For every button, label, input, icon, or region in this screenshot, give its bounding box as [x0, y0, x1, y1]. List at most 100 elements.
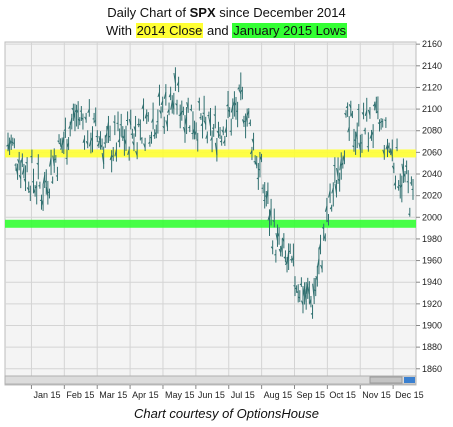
price-bar: [249, 146, 253, 161]
price-bar: [192, 120, 196, 140]
y-tick-label: 1940: [422, 277, 442, 287]
price-bar: [108, 125, 111, 142]
price-bar: [280, 238, 283, 257]
price-bar: [320, 260, 323, 273]
price-bar: [9, 134, 12, 150]
price-bar: [109, 150, 113, 173]
price-bar: [302, 282, 306, 305]
price-bar: [357, 103, 360, 127]
price-bar: [328, 183, 331, 204]
price-bar: [307, 281, 310, 304]
price-bar: [259, 153, 263, 163]
price-bar: [371, 124, 374, 149]
price-bar: [100, 138, 103, 150]
price-bar: [171, 92, 175, 115]
price-bar: [310, 304, 314, 319]
price-bar: [101, 146, 105, 169]
price-bar: [396, 180, 400, 191]
price-bar: [355, 122, 358, 149]
price-bar: [395, 138, 398, 152]
price-bar: [127, 146, 130, 161]
price-bar: [281, 233, 285, 249]
close-highlight-label: 2014 Close: [135, 23, 204, 38]
price-bar: [308, 295, 312, 308]
price-bar: [163, 84, 167, 106]
price-bar: [170, 95, 173, 114]
price-bar: [179, 100, 183, 121]
price-bar: [47, 188, 50, 199]
price-bar: [219, 135, 223, 146]
scrollbar-thumb[interactable]: [369, 376, 403, 384]
price-bar: [331, 182, 334, 207]
price-bar: [363, 127, 366, 135]
price-bar: [44, 169, 47, 195]
y-tick-label: 2160: [422, 39, 442, 49]
price-bar: [275, 224, 278, 247]
price-bar: [128, 109, 132, 130]
price-bar: [133, 115, 137, 137]
y-tick-label: 1880: [422, 342, 442, 352]
price-bar: [218, 127, 221, 139]
price-bar: [324, 197, 328, 223]
price-bar: [160, 96, 164, 113]
price-bar: [288, 243, 291, 254]
price-bar: [245, 108, 248, 127]
price-bar: [17, 151, 20, 171]
x-tick-label: Jan 15: [33, 390, 60, 400]
price-bar: [293, 276, 296, 297]
price-bar: [136, 118, 140, 128]
y-tick-label: 2080: [422, 126, 442, 136]
price-bar: [162, 116, 165, 134]
price-bar: [23, 165, 27, 191]
price-bar: [221, 126, 224, 136]
price-bar: [385, 138, 388, 158]
price-bar: [299, 277, 302, 287]
price-bar: [183, 115, 186, 143]
price-bar: [45, 180, 49, 205]
price-bar: [144, 109, 148, 124]
price-bar: [146, 112, 149, 122]
price-bar: [148, 134, 151, 147]
price-bar: [323, 233, 326, 242]
price-bar: [57, 134, 60, 144]
scrollbar-handle[interactable]: [404, 377, 415, 383]
price-bar: [74, 104, 78, 127]
price-bar: [92, 112, 95, 124]
x-tick-label: Oct 15: [329, 390, 356, 400]
scrollbar[interactable]: [4, 375, 417, 385]
price-bar: [156, 109, 159, 134]
price-bar: [85, 130, 89, 149]
price-bar: [55, 166, 58, 182]
price-bar: [224, 119, 227, 138]
price-bar: [254, 155, 258, 169]
price-bar: [90, 126, 94, 153]
price-bar: [265, 182, 269, 204]
price-bar: [367, 107, 371, 119]
price-bar: [82, 135, 86, 150]
price-bar: [207, 111, 210, 119]
price-bar: [313, 277, 317, 297]
x-tick-label: Feb 15: [66, 390, 94, 400]
y-tick-label: 2020: [422, 191, 442, 201]
price-bar: [237, 84, 240, 92]
price-bar: [12, 138, 15, 149]
price-bar: [117, 128, 121, 148]
price-bar: [194, 122, 197, 140]
y-tick-label: 2100: [422, 104, 442, 114]
x-axis: Jan 15 Feb 15 Mar 15 Apr 15 May 15 Jun 15 Jul …: [30, 385, 424, 400]
price-bar: [404, 160, 408, 175]
price-bar: [347, 116, 350, 141]
price-bar: [376, 96, 379, 120]
price-bar: [126, 111, 129, 126]
price-bar: [344, 110, 347, 118]
price-bar: [72, 103, 76, 132]
price-bar: [340, 157, 344, 169]
price-bar: [42, 171, 46, 188]
price-bar: [189, 104, 192, 112]
scrollbar-track[interactable]: [4, 375, 417, 385]
price-bar: [264, 190, 267, 207]
price-bar: [77, 117, 81, 126]
price-bar: [391, 162, 395, 174]
price-bar: [116, 111, 119, 132]
price-bar: [106, 115, 109, 143]
